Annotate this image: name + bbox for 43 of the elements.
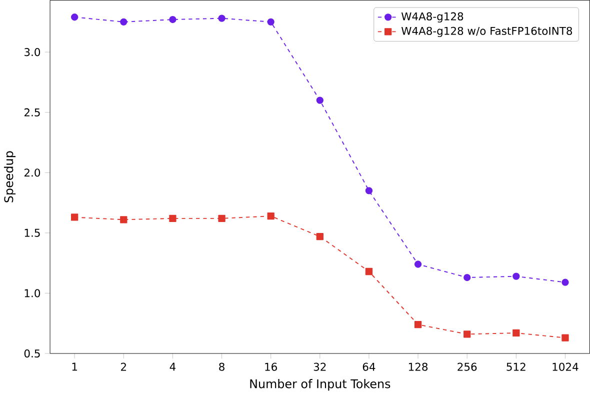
point xyxy=(464,274,471,282)
point xyxy=(120,18,128,26)
x-tick-label: 2 xyxy=(121,362,126,371)
y-tick-label: 1.0 xyxy=(24,289,40,298)
y-tick-label: 0.5 xyxy=(24,350,40,358)
point xyxy=(512,272,520,280)
point xyxy=(120,216,128,224)
point xyxy=(512,330,520,337)
x-tick-label: 32 xyxy=(314,362,326,372)
x-tick-label: 512 xyxy=(506,362,526,372)
point xyxy=(169,215,176,222)
x-tick-label: 128 xyxy=(408,362,428,372)
x-tick-label: 16 xyxy=(265,362,277,372)
x-tick-label: 64 xyxy=(362,362,376,372)
point xyxy=(218,215,226,222)
legend-label: W4A8-g128 w/o FastFP16toINT8 xyxy=(401,27,572,38)
point xyxy=(71,14,78,21)
legend-label: W4A8-g128 xyxy=(401,12,464,23)
y-tick-label: 2.0 xyxy=(24,168,40,177)
point xyxy=(365,268,373,276)
x-tick-label: 4 xyxy=(170,362,176,371)
point xyxy=(267,212,274,220)
x-tick-label: 1024 xyxy=(552,362,578,372)
x-tick-label: 1 xyxy=(72,362,77,371)
x-tick-label: 256 xyxy=(458,362,477,372)
point xyxy=(414,260,422,268)
y-tick-label: 1.5 xyxy=(24,229,40,238)
point xyxy=(267,18,274,26)
x-axis-title: Number of Input Tokens xyxy=(250,379,390,391)
y-tick-label: 2.5 xyxy=(24,108,40,117)
point xyxy=(464,330,471,338)
point xyxy=(414,321,422,328)
point xyxy=(365,187,373,195)
y-axis-title: Speedup xyxy=(4,151,16,203)
point xyxy=(562,278,569,286)
point xyxy=(316,96,324,104)
point xyxy=(71,214,78,222)
x-tick-label: 8 xyxy=(219,362,224,372)
y-tick-label: 3.0 xyxy=(24,48,40,56)
point xyxy=(562,334,569,342)
point xyxy=(169,16,176,24)
point xyxy=(218,14,226,22)
point xyxy=(316,233,324,240)
